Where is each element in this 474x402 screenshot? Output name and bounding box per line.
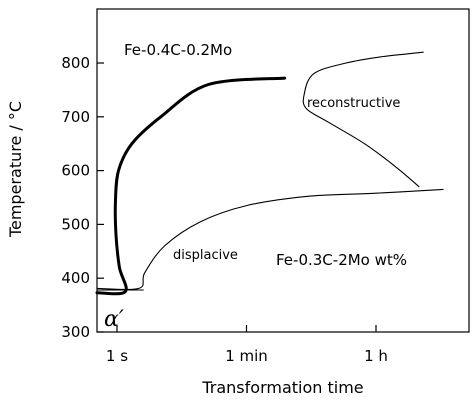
y-tick-label: 600 bbox=[61, 162, 90, 180]
y-tick-label: 500 bbox=[61, 215, 90, 233]
reconstructive-c-curve bbox=[302, 51, 424, 188]
y-axis-ticks: 300 400 500 600 700 800 bbox=[61, 54, 104, 341]
alpha-prime-label: α′ bbox=[104, 307, 124, 332]
reconstructive-label: reconstructive bbox=[307, 96, 400, 111]
x-axis-title: Transformation time bbox=[201, 378, 363, 397]
y-axis-title: Temperature / °C bbox=[6, 101, 25, 238]
series-layer bbox=[95, 51, 444, 296]
alloy2-label: Fe-0.3C-2Mo wt% bbox=[276, 251, 407, 269]
y-tick-label: 700 bbox=[61, 108, 90, 126]
y-tick-label: 300 bbox=[61, 323, 90, 341]
x-tick-label: 1 s bbox=[106, 347, 128, 365]
x-tick-label: 1 min bbox=[225, 347, 268, 365]
x-tick-label: 1 h bbox=[364, 347, 388, 365]
displacive-label: displacive bbox=[173, 248, 238, 263]
x-axis-ticks: 1 s 1 min 1 h bbox=[106, 325, 388, 365]
alloy1-curve bbox=[95, 76, 287, 296]
y-tick-label: 800 bbox=[61, 54, 90, 72]
displacive-curve bbox=[96, 188, 444, 291]
alloy1-label: Fe-0.4C-0.2Mo bbox=[124, 41, 232, 59]
y-tick-label: 400 bbox=[61, 269, 90, 287]
